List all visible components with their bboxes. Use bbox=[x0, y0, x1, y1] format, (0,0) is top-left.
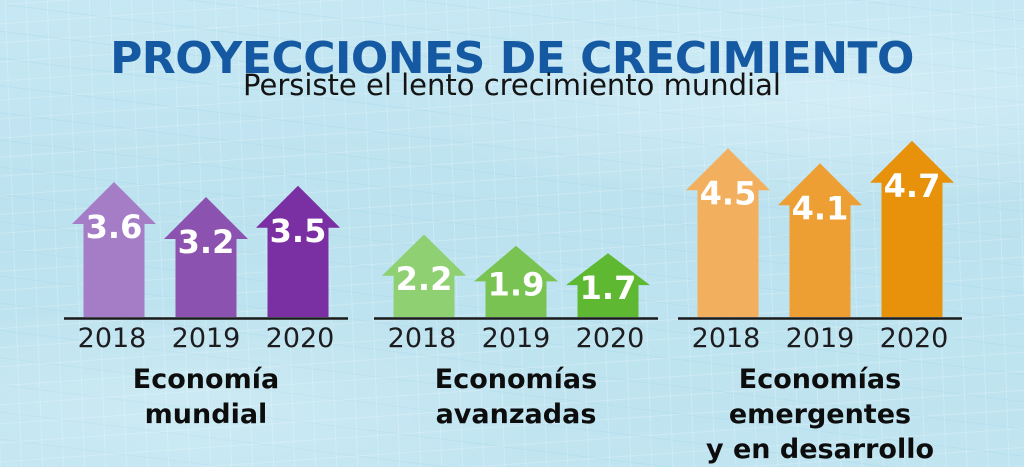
year-label: 2018 bbox=[691, 323, 761, 354]
growth-arrow bbox=[778, 163, 862, 317]
value-label: 4.1 bbox=[792, 189, 849, 227]
year-label: 2018 bbox=[77, 323, 147, 354]
year-label: 2020 bbox=[575, 323, 645, 354]
value-label: 4.5 bbox=[700, 174, 757, 212]
growth-arrow bbox=[72, 182, 156, 317]
chart-group-2: 2.2 1.9 1.7 2018 2019 2020 Economías avanzadas bbox=[372, 136, 660, 432]
year-labels: 2018 2019 2020 bbox=[372, 323, 660, 354]
group-label-line: avanzadas bbox=[435, 399, 597, 431]
value-label: 3.2 bbox=[178, 223, 235, 261]
arrow-bars-svg: 4.5 4.1 4.7 bbox=[678, 140, 962, 320]
chart-group-1: 3.6 3.2 3.5 2018 2019 2020 Economía mundial bbox=[62, 136, 350, 432]
chart-group-3: 4.5 4.1 4.7 2018 2019 2020 Economías emergente… bbox=[676, 136, 964, 467]
group-label-line: mundial bbox=[144, 399, 268, 431]
growth-arrow bbox=[566, 253, 650, 317]
value-label: 2.2 bbox=[396, 260, 453, 298]
value-label: 3.6 bbox=[86, 208, 143, 246]
year-label: 2020 bbox=[265, 323, 335, 354]
year-label: 2019 bbox=[171, 323, 241, 354]
growth-arrow bbox=[474, 245, 558, 317]
page-title: PROYECCIONES DE CRECIMIENTO bbox=[110, 33, 914, 85]
year-label: 2019 bbox=[481, 323, 551, 354]
growth-arrow bbox=[256, 185, 340, 317]
group-label-line: Economía bbox=[132, 364, 280, 395]
year-label: 2020 bbox=[879, 323, 949, 354]
group-label: Economías emergentes y en desarrollo bbox=[676, 362, 964, 467]
year-labels: 2018 2019 2020 bbox=[62, 323, 350, 354]
group-label-line: Economías bbox=[434, 364, 598, 395]
growth-arrow bbox=[382, 234, 466, 317]
group-label-line: y en desarrollo bbox=[705, 434, 935, 466]
group-label: Economías avanzadas bbox=[372, 362, 660, 432]
arrow-bars-svg: 3.6 3.2 3.5 bbox=[64, 182, 348, 320]
value-label: 1.9 bbox=[488, 265, 545, 303]
year-labels: 2018 2019 2020 bbox=[676, 323, 964, 354]
arrow-bars-svg: 2.2 1.9 1.7 bbox=[374, 234, 658, 320]
page-subtitle: Persiste el lento crecimiento mundial bbox=[243, 68, 781, 102]
value-label: 3.5 bbox=[270, 212, 327, 250]
value-label: 4.7 bbox=[884, 167, 941, 205]
growth-arrow bbox=[686, 148, 770, 317]
group-label-line: Economías emergentes bbox=[728, 364, 912, 431]
growth-arrow bbox=[870, 140, 954, 317]
growth-arrow bbox=[164, 197, 248, 317]
year-label: 2019 bbox=[785, 323, 855, 354]
year-label: 2018 bbox=[387, 323, 457, 354]
group-label: Economía mundial bbox=[62, 362, 350, 432]
value-label: 1.7 bbox=[580, 269, 637, 307]
